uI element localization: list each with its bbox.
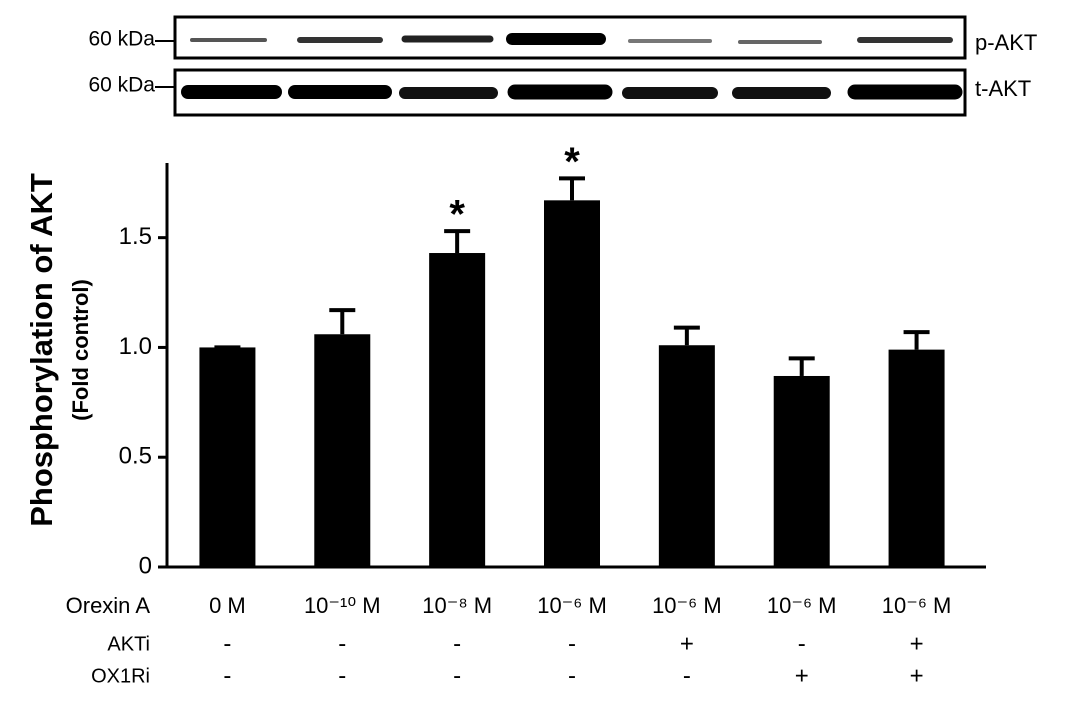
x-tick-label: 10⁻⁸ M <box>422 593 492 618</box>
y-tick-label: 1.0 <box>119 333 152 360</box>
bar <box>544 200 600 567</box>
blot-marker: 60 kDa <box>88 74 155 97</box>
condition-sign: - <box>453 630 461 657</box>
bar <box>199 347 256 567</box>
significance-mark: * <box>449 193 465 237</box>
condition-sign: + <box>910 630 924 657</box>
x-tick-label: 10⁻⁶ M <box>882 593 952 618</box>
y-axis-title: Phosphorylation of AKT <box>24 173 59 527</box>
y-tick-label: 0 <box>139 552 152 579</box>
condition-sign: + <box>795 662 809 689</box>
significance-mark: * <box>564 140 580 184</box>
x-tick-label: 10⁻⁶ M <box>537 593 607 618</box>
condition-sign: - <box>568 662 576 689</box>
x-tick-label: 10⁻⁶ M <box>652 593 722 618</box>
condition-sign: - <box>568 630 576 657</box>
y-tick-label: 0.5 <box>119 443 152 470</box>
plot: 0 0.5 1.0 1.5 0 M 10⁻¹⁰ M 10⁻⁸ M * 10⁻⁶ M * 10⁻⁶ M… <box>91 140 986 689</box>
y-axis-subtitle: (Fold control) <box>68 279 93 421</box>
condition-sign: + <box>680 630 694 657</box>
bar <box>429 253 486 568</box>
x-tick-label: 10⁻¹⁰ M <box>304 593 381 618</box>
blot-label: t-AKT <box>975 76 1031 101</box>
row-label: OX1Ri <box>91 665 150 687</box>
condition-sign: - <box>453 662 461 689</box>
row-label: Orexin A <box>66 593 151 618</box>
bar <box>773 375 830 567</box>
blot-marker: 60 kDa <box>88 28 155 51</box>
condition-sign: - <box>223 662 231 689</box>
row-label: AKTi <box>107 633 150 655</box>
x-tick-label: 0 M <box>209 593 246 618</box>
bar <box>314 334 371 567</box>
condition-sign: - <box>798 630 806 657</box>
bar <box>658 345 715 567</box>
y-tick-label: 1.5 <box>119 223 152 250</box>
bar <box>888 349 945 567</box>
blot-bands <box>181 33 963 100</box>
blot-label: p-AKT <box>975 30 1037 55</box>
condition-sign: + <box>910 662 924 689</box>
condition-sign: - <box>683 662 691 689</box>
condition-sign: - <box>338 630 346 657</box>
condition-sign: - <box>338 662 346 689</box>
x-tick-label: 10⁻⁶ M <box>767 593 837 618</box>
condition-sign: - <box>223 630 231 657</box>
